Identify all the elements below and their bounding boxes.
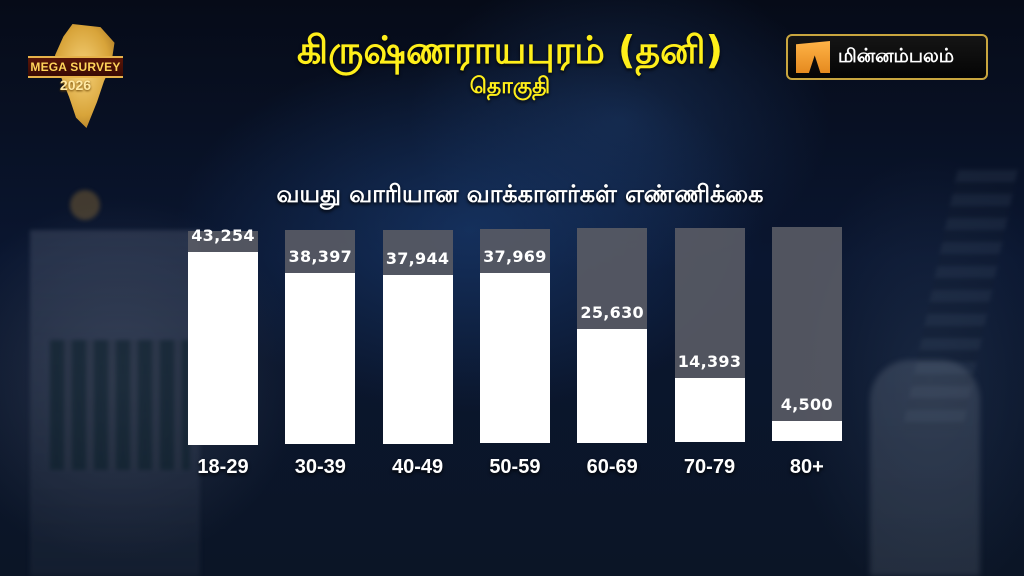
bar-fill	[188, 252, 258, 445]
bar-value-label: 37,944	[385, 248, 450, 268]
bar-fill	[577, 328, 648, 443]
brand-m-icon	[796, 41, 830, 73]
bar-70-79: 14,393	[674, 227, 745, 442]
brand-logo: மின்னம்பலம்	[786, 34, 988, 80]
background-hand-image	[870, 360, 980, 576]
x-axis-category-label: 18-29	[197, 456, 249, 478]
x-axis-category-label: 30-39	[294, 456, 346, 478]
x-axis-category-label: 80+	[789, 456, 824, 478]
bar-40-49: 37,944	[382, 229, 453, 444]
background-building-image	[30, 190, 200, 576]
bar-fill	[771, 421, 842, 442]
bar-fill	[479, 273, 550, 444]
bar-value-label: 38,397	[288, 247, 353, 267]
bar-fill	[674, 378, 745, 442]
bar-fill	[285, 273, 356, 445]
bar-18-29: 43,254	[188, 226, 258, 445]
bar-fill	[382, 274, 453, 444]
bar-30-39: 38,397	[285, 230, 356, 445]
x-axis-category-label: 70-79	[683, 456, 736, 478]
mega-survey-banner: MEGA SURVEY	[28, 56, 123, 78]
mega-survey-year: 2026	[59, 77, 92, 93]
bar-50-59: 37,969	[479, 228, 550, 444]
bar-60-69: 25,630	[577, 228, 648, 443]
constituency-title: கிருஷ்ணராயபுரம் (தனி)	[297, 28, 723, 72]
x-axis-category-label: 50-59	[489, 456, 541, 478]
bar-value-label: 14,393	[677, 352, 742, 371]
brand-name: மின்னம்பலம்	[838, 44, 955, 67]
mega-survey-logo: MEGA SURVEY 2026	[28, 24, 123, 128]
x-axis-category-label: 40-49	[392, 456, 444, 478]
x-axis-category-label: 60-69	[586, 456, 638, 478]
bar-value-label: 37,969	[483, 247, 547, 267]
constituency-subtitle: தொகுதி	[469, 74, 551, 99]
bar-value-label: 4,500	[780, 395, 833, 415]
chart-heading: வயது வாரியான வாக்காளர்கள் எண்ணிக்கை	[276, 180, 764, 208]
bar-80+: 4,500	[771, 226, 842, 442]
bar-value-label: 43,254	[191, 226, 255, 245]
bar-value-label: 25,630	[580, 302, 644, 322]
